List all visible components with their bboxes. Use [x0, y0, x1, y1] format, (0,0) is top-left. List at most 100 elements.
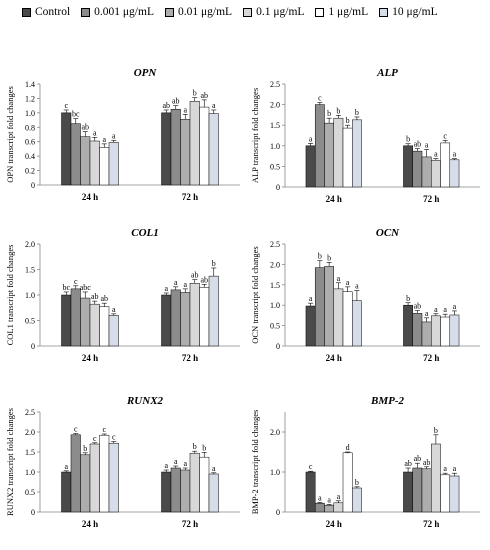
bar [208, 473, 219, 513]
y-tick-label: 0.5 [270, 162, 280, 171]
significance-letter: ab [200, 275, 208, 284]
legend-item: 1 μg/mL [315, 6, 368, 18]
x-category-label: 24 h [82, 519, 98, 529]
legend-swatch [315, 7, 325, 17]
significance-letter: a [174, 278, 178, 287]
legend-swatch [243, 7, 253, 17]
significance-letter: ab [414, 140, 422, 149]
significance-letter: a [443, 305, 447, 314]
y-tick-label: 0.4 [25, 152, 35, 161]
significance-letter: b [406, 294, 410, 303]
legend-label: 0.1 μg/mL [256, 6, 305, 18]
y-tick-label: 1.0 [270, 301, 280, 310]
significance-letter: a [337, 274, 341, 283]
bar [333, 288, 344, 347]
bar [61, 112, 72, 186]
bar [314, 267, 325, 347]
significance-letter: b [202, 443, 206, 452]
y-tick-label: 0.8 [25, 123, 35, 132]
significance-letter: ab [423, 458, 431, 467]
significance-letter: a [327, 495, 331, 504]
bar [314, 104, 325, 188]
significance-letter: a [183, 105, 187, 114]
significance-letter: a [453, 302, 457, 311]
y-tick-label: 0.5 [25, 488, 35, 497]
bar [314, 502, 325, 513]
bar [431, 159, 441, 188]
chart-title: ALP [376, 67, 398, 79]
y-tick-label: 1.5 [25, 448, 35, 457]
bar [80, 454, 91, 513]
y-tick-label: 0.6 [25, 138, 35, 147]
bar [324, 122, 334, 188]
y-tick-label: 2.5 [25, 408, 35, 417]
significance-letter: a [112, 131, 116, 140]
y-tick-label: 1.0 [25, 109, 35, 118]
bar [61, 294, 72, 347]
significance-letter: a [425, 141, 429, 150]
bar [80, 136, 91, 186]
bar [342, 452, 353, 513]
chart-panel: ALP 0 0.5 1.0 1.5 2.0 2.5 ALP transcript fold c… [250, 67, 480, 204]
legend-label: 0.001 μg/mL [94, 6, 154, 18]
y-tick-label: 1.0 [270, 468, 280, 477]
legend-swatch [164, 7, 174, 17]
x-category-label: 24 h [326, 519, 342, 529]
bar [305, 305, 316, 347]
bar [80, 297, 91, 347]
bar [440, 474, 451, 513]
significance-letter: b [406, 135, 410, 144]
significance-letter: b [336, 106, 340, 115]
legend-label: 1 μg/mL [328, 6, 369, 18]
significance-letter: b [355, 108, 359, 117]
x-category-label: 24 h [326, 353, 342, 363]
y-axis-label: OPN transcript fold changes [5, 86, 15, 183]
significance-letter: a [174, 457, 178, 466]
y-tick-label: 2.0 [270, 101, 280, 110]
significance-letter: c [74, 277, 78, 286]
chart-title: OPN [134, 67, 158, 79]
y-tick-label: 1.5 [25, 266, 35, 275]
legend-item: Control [22, 6, 70, 18]
significance-letter: a [93, 128, 97, 137]
bar [108, 442, 119, 513]
significance-letter: ab [191, 271, 199, 280]
significance-letter: b [355, 478, 359, 487]
bar [70, 434, 81, 513]
legend-swatch [379, 7, 389, 17]
significance-letter: ab [200, 91, 208, 100]
x-category-label: 72 h [182, 519, 198, 529]
bar [421, 321, 432, 347]
chart-panel: OPN 0 0.2 0.4 0.6 0.8 1.0 1.2 1.4 OPN transcript … [5, 67, 240, 202]
bar [352, 119, 362, 188]
significance-letter: a [164, 284, 168, 293]
significance-letter: a [102, 135, 106, 144]
y-axis-label: ALP transcript fold changes [250, 88, 260, 183]
bar [89, 303, 100, 347]
significance-letter: ab [81, 123, 89, 132]
legend-item: 0.1 μg/mL [243, 6, 304, 18]
significance-letter: ab [414, 454, 422, 463]
bar [449, 314, 460, 347]
bar [170, 109, 181, 186]
bar [324, 266, 334, 347]
significance-letter: a [434, 305, 438, 314]
x-category-label: 72 h [423, 519, 439, 529]
significance-letter: a [453, 150, 457, 159]
bar [108, 315, 119, 347]
chart-panel: OCN 0 0.5 1.0 1.5 2.0 2.5 OCN transcript fold c… [250, 227, 480, 363]
significance-letter: b [327, 253, 331, 262]
significance-letter: c [64, 101, 68, 110]
bar [403, 471, 413, 513]
significance-letter: b [83, 444, 87, 453]
significance-letter: a [453, 464, 457, 473]
significance-letter: ab [162, 101, 170, 110]
y-tick-label: 2.5 [270, 240, 280, 249]
significance-letter: b [434, 426, 438, 435]
y-axis-label: OCN transcript fold changes [250, 246, 260, 344]
x-category-label: 24 h [326, 194, 342, 204]
y-tick-label: 0 [276, 508, 280, 517]
legend-item: 0.01 μg/mL [164, 6, 232, 18]
bar [333, 502, 344, 513]
